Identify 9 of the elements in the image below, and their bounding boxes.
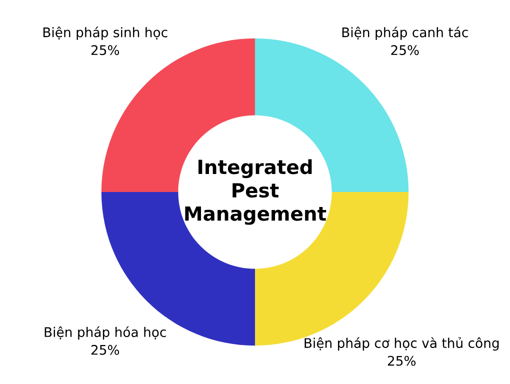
slice-label: Biện pháp hóa học <box>44 326 166 340</box>
slice-label: Biện pháp canh tác <box>342 26 468 40</box>
data-label: 25% <box>391 45 419 56</box>
data-label: 25% <box>388 356 416 366</box>
text: Integrated Pest Management <box>185 159 326 225</box>
slice-label: Biện pháp sinh học <box>43 26 168 40</box>
data-label: 25% <box>91 45 120 56</box>
data-label: 25% <box>91 344 120 355</box>
slice-label: Biện pháp cơ học và thủ công <box>304 337 499 351</box>
